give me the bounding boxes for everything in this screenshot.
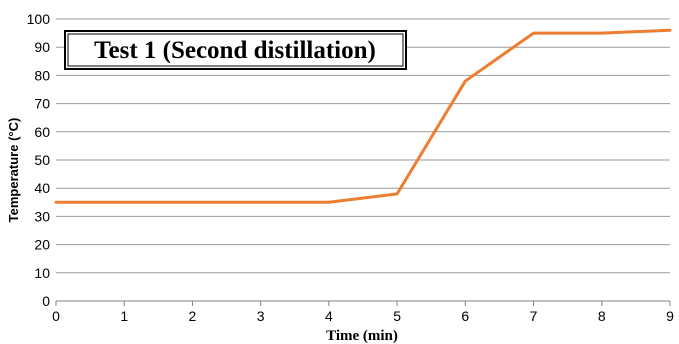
x-tick-label: 4 <box>325 308 333 324</box>
y-tick-label: 60 <box>34 124 50 140</box>
x-tick-label: 9 <box>666 308 674 324</box>
y-tick-label: 80 <box>34 67 50 83</box>
y-tick-label: 0 <box>42 293 50 309</box>
x-tick-label: 1 <box>120 308 128 324</box>
x-tick-label: 2 <box>189 308 197 324</box>
y-tick-label: 30 <box>34 208 50 224</box>
y-tick-label: 40 <box>34 180 50 196</box>
y-tick-label: 70 <box>34 96 50 112</box>
y-tick-labels: 0 10 20 30 40 50 60 70 80 90 100 <box>27 11 51 309</box>
y-tick-label: 20 <box>34 237 50 253</box>
x-tick-label: 8 <box>598 308 606 324</box>
x-tick-label: 0 <box>52 308 60 324</box>
y-tick-label: 10 <box>34 265 50 281</box>
x-tick-label: 6 <box>461 308 469 324</box>
x-tick-label: 5 <box>393 308 401 324</box>
chart-title: Test 1 (Second distillation) <box>94 37 376 64</box>
y-tick-label: 50 <box>34 152 50 168</box>
series-line-1 <box>54 28 672 204</box>
y-tick-label: 100 <box>27 11 51 27</box>
x-tick-label: 7 <box>530 308 538 324</box>
y-tick-label: 90 <box>34 39 50 55</box>
chart-title-box: Test 1 (Second distillation) <box>64 30 407 70</box>
x-tick-label: 3 <box>257 308 265 324</box>
series-group <box>54 28 672 204</box>
x-tick-labels: 0 1 2 3 4 5 6 7 8 9 <box>52 301 674 324</box>
y-axis-label: Temperature (°C) <box>6 118 21 223</box>
x-axis-label: Time (min) <box>326 328 398 344</box>
